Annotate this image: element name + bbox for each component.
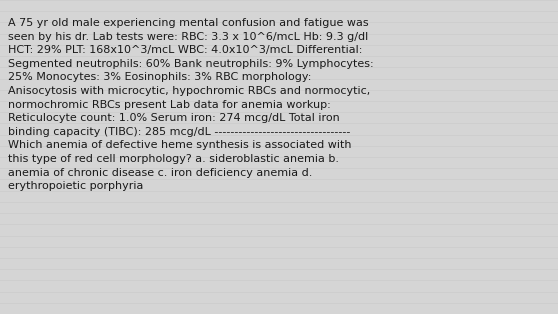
Text: A 75 yr old male experiencing mental confusion and fatigue was
seen by his dr. L: A 75 yr old male experiencing mental con… <box>8 18 374 191</box>
